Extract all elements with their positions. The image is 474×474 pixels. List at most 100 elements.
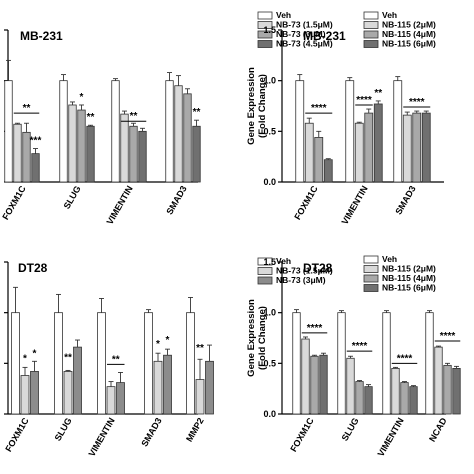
bar bbox=[337, 312, 346, 415]
y-axis-label: (Fold Change) bbox=[257, 306, 268, 370]
category-label: SMAD3 bbox=[139, 416, 163, 448]
legend-swatch bbox=[363, 11, 379, 20]
panel-title: DT28 bbox=[303, 261, 333, 275]
y-axis-label: (Fold Change) bbox=[257, 74, 268, 138]
category-label: VIMENTIN bbox=[87, 416, 117, 458]
legend-label: NB-73 (3μM) bbox=[276, 29, 326, 39]
significance-label: ** bbox=[64, 352, 72, 363]
bar bbox=[144, 312, 153, 415]
bar bbox=[30, 371, 39, 415]
category-label: SLUG bbox=[62, 184, 83, 211]
bar bbox=[20, 375, 30, 415]
y-tick-label: 0.5 bbox=[263, 126, 276, 136]
significance-label: ** bbox=[374, 88, 382, 99]
bar bbox=[120, 113, 129, 183]
legend-swatch bbox=[363, 284, 379, 292]
legend-label: NB-115 (4μM) bbox=[382, 273, 436, 283]
legend-swatch bbox=[257, 257, 273, 266]
bar bbox=[186, 312, 195, 415]
category-label: MMP2 bbox=[184, 416, 206, 444]
bar bbox=[106, 386, 116, 415]
bar bbox=[183, 93, 192, 183]
significance-label: **** bbox=[356, 95, 372, 106]
legend-label: Veh bbox=[382, 10, 397, 20]
y-tick-label: 1.0 bbox=[263, 308, 276, 318]
significance-label: ** bbox=[193, 107, 201, 118]
legend-swatch bbox=[363, 40, 379, 48]
significance-label: *** bbox=[30, 136, 42, 147]
chart-panel-p4: 0.0 0.5 1.0 1.5 Gene Expression (Fold Change)… bbox=[246, 254, 461, 458]
category-label: FOXM1C bbox=[292, 184, 320, 222]
y-axis-label: Gene Expression bbox=[246, 67, 257, 145]
panel-title: MB-231 bbox=[303, 29, 346, 43]
bar bbox=[292, 312, 301, 415]
bar bbox=[355, 381, 364, 415]
bar bbox=[301, 338, 310, 415]
bar bbox=[153, 360, 163, 415]
legend-label: NB-73 (1.5μM) bbox=[276, 20, 333, 30]
bar bbox=[73, 346, 82, 415]
bar bbox=[452, 367, 461, 415]
bar bbox=[323, 159, 333, 183]
significance-label: ** bbox=[23, 103, 31, 114]
bar bbox=[13, 123, 22, 183]
category-label: SMAD3 bbox=[164, 184, 188, 216]
panel-title: DT28 bbox=[18, 261, 48, 275]
legend-label: Veh bbox=[276, 10, 291, 20]
category-label: VIMENTIN bbox=[340, 184, 370, 226]
bar bbox=[295, 80, 305, 183]
significance-label: * bbox=[80, 92, 84, 103]
bar bbox=[4, 80, 13, 183]
bar bbox=[86, 125, 95, 183]
y-tick-label: 1.0 bbox=[263, 76, 276, 86]
category-label: VIMENTIN bbox=[105, 184, 135, 226]
significance-label: **** bbox=[311, 103, 327, 114]
significance-label: **** bbox=[307, 323, 323, 334]
bar bbox=[11, 312, 20, 415]
bar bbox=[116, 382, 125, 415]
y-tick-label: 0.5 bbox=[263, 358, 276, 368]
legend-swatch bbox=[257, 267, 273, 275]
category-label: SMAD3 bbox=[393, 184, 417, 216]
bar bbox=[409, 386, 418, 415]
bar bbox=[77, 109, 86, 183]
legend-label: NB-115 (2μM) bbox=[382, 264, 436, 274]
significance-label: ** bbox=[130, 111, 138, 122]
panel-title: MB-231 bbox=[20, 29, 63, 43]
legend-swatch bbox=[363, 265, 379, 273]
legend-swatch bbox=[363, 274, 379, 283]
significance-label: ** bbox=[112, 354, 120, 365]
bar bbox=[364, 386, 373, 415]
category-label: NCAD bbox=[427, 416, 449, 444]
bar bbox=[195, 379, 205, 415]
legend-label: NB-115 (6μM) bbox=[382, 39, 436, 49]
significance-label: **** bbox=[409, 97, 425, 108]
significance-label: * bbox=[23, 353, 27, 364]
legend-swatch bbox=[257, 276, 273, 285]
bar bbox=[310, 355, 319, 415]
bar bbox=[31, 153, 40, 183]
y-tick-label: 1.5 bbox=[263, 25, 276, 35]
bar bbox=[434, 346, 443, 415]
y-tick-label: 0.0 bbox=[263, 409, 276, 419]
bar bbox=[304, 122, 314, 183]
category-label: FOXM1C bbox=[288, 416, 316, 454]
bar bbox=[97, 312, 106, 415]
bar bbox=[205, 360, 214, 415]
legend-swatch bbox=[257, 21, 273, 29]
bar bbox=[412, 112, 422, 183]
legend-swatch bbox=[363, 255, 379, 264]
bar bbox=[174, 85, 183, 183]
bar bbox=[314, 137, 324, 183]
bar bbox=[364, 112, 374, 183]
bar bbox=[345, 80, 355, 183]
bar bbox=[138, 130, 147, 183]
y-axis-label: Gene Expression bbox=[246, 299, 257, 377]
bar bbox=[163, 354, 172, 415]
bar bbox=[425, 312, 434, 415]
bar bbox=[319, 354, 328, 415]
bar bbox=[393, 80, 403, 183]
legend-label: Veh bbox=[382, 254, 397, 264]
